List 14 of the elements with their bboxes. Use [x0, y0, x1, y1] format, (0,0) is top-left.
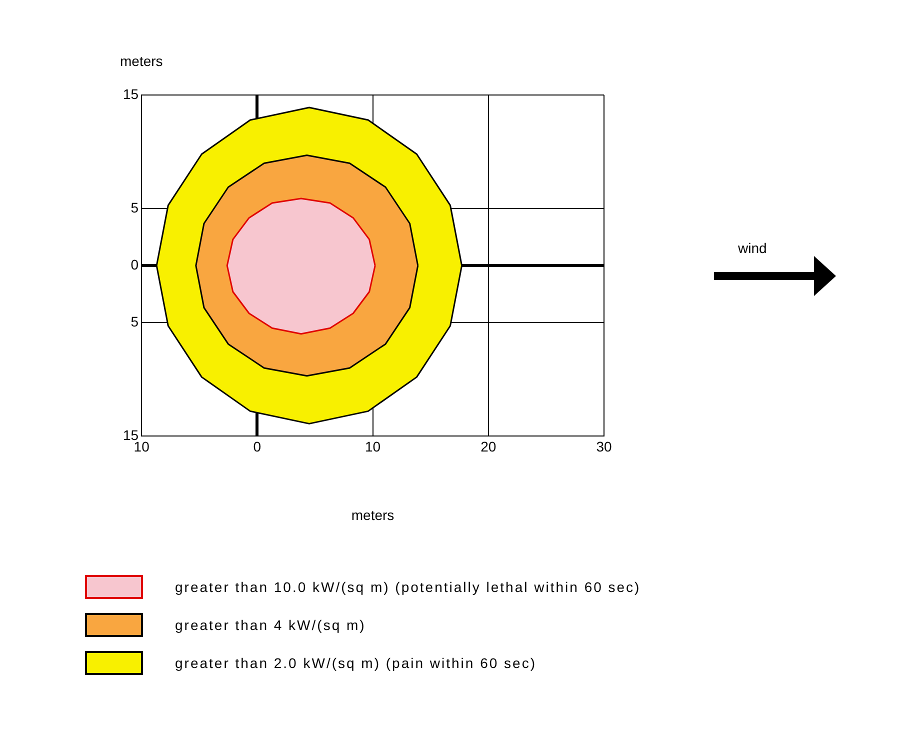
x-tick-label: 0 — [253, 438, 262, 454]
y-axis-title: meters — [120, 53, 163, 69]
legend-label: greater than 10.0 kW/(sq m) (potentially lethal within 60 sec) — [175, 579, 641, 595]
x-axis-title: meters — [351, 507, 394, 523]
y-tick-label: 5 — [130, 313, 139, 330]
legend-label: greater than 2.0 kW/(sq m) (pain within 60 sec) — [175, 655, 537, 671]
x-tick-label: 10 — [364, 438, 381, 454]
y-tick-label: 0 — [130, 256, 139, 272]
y-tick-label: 15 — [122, 86, 139, 102]
legend-label: greater than 4 kW/(sq m) — [175, 617, 366, 633]
x-tick-label: 30 — [596, 438, 612, 454]
y-tick-label: 5 — [130, 200, 139, 216]
x-tick-label: 20 — [480, 438, 496, 454]
text: wind — [738, 240, 768, 256]
